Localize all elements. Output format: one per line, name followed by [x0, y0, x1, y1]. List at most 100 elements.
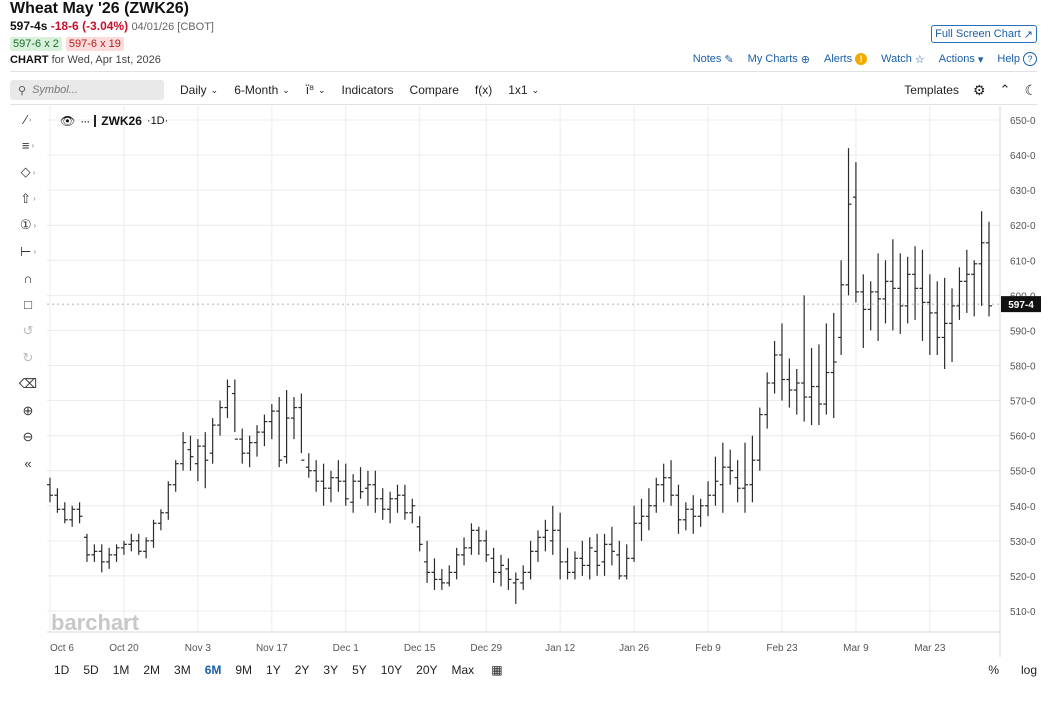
range-bar: 1D 5D 1M 2M 3M 6M 9M 1Y 2Y 3Y 5Y 10Y 20Y Max ▦ % log	[47, 658, 1037, 682]
price-chart[interactable]: barchart 650-0640-0630-0620-0610-0600-05…	[47, 106, 1047, 657]
y-tick-label: 530-0	[1010, 537, 1036, 548]
percent-toggle[interactable]: %	[988, 663, 999, 677]
range-5d[interactable]: 5D	[83, 663, 99, 677]
legend-interval: ·1D·	[146, 115, 169, 127]
ohlc-bar	[631, 505, 638, 562]
y-tick-label: 520-0	[1010, 572, 1036, 583]
lock-tool[interactable]: □	[10, 292, 46, 319]
ohlc-bar	[357, 467, 364, 499]
drawing-tools: ⁄ › ≡ › ◇ › ⇧ › ① › ⊢ › ∩ □ ↺ ↻ ⌫ ⊕ ⊖ «	[10, 106, 46, 477]
notes-label: Notes	[692, 53, 722, 65]
chevron-right-icon: ›	[33, 194, 36, 204]
ohlc-bar	[424, 540, 431, 583]
range-1y[interactable]: 1Y	[266, 663, 281, 677]
x-tick-label: Oct 20	[109, 643, 139, 654]
symbol-search[interactable]: ⚲ Symbol...	[10, 80, 164, 100]
ohlc-bar	[956, 267, 963, 320]
layout-dropdown[interactable]: 1x1 ⌄	[508, 83, 539, 97]
ohlc-bar	[91, 544, 98, 562]
x-tick-label: Jan 26	[619, 643, 649, 654]
range-9m[interactable]: 9M	[235, 663, 253, 677]
templates-button[interactable]: Templates	[904, 83, 959, 97]
ohlc-bar	[542, 519, 549, 552]
x-tick-label: Mar 9	[843, 643, 869, 654]
period-dropdown[interactable]: 6-Month ⌄	[234, 83, 290, 97]
ohlc-bar	[468, 523, 475, 555]
range-3m[interactable]: 3M	[174, 663, 191, 677]
trendline-icon: ⁄	[24, 111, 27, 127]
ohlc-bar	[83, 533, 90, 562]
log-toggle[interactable]: log	[1020, 663, 1037, 677]
dark-mode-icon[interactable]: ☾	[1024, 81, 1037, 98]
unlock-icon: □	[24, 297, 32, 313]
ohlc-bar	[734, 460, 741, 503]
interval-dropdown[interactable]: Daily ⌄	[180, 83, 218, 97]
ohlc-bar	[364, 470, 371, 506]
range-5y[interactable]: 5Y	[352, 663, 367, 677]
undo-icon: ↺	[22, 323, 34, 339]
ohlc-bar	[675, 484, 682, 534]
shape-tool[interactable]: ◇ ›	[10, 159, 46, 186]
collapse-toolbar[interactable]: «	[10, 451, 46, 478]
collapse-up-icon[interactable]: ⌃	[999, 82, 1011, 97]
zoom-out-tool[interactable]: ⊖	[10, 424, 46, 451]
double-chevron-left-icon: «	[24, 456, 32, 472]
range-2m[interactable]: 2M	[143, 663, 161, 677]
y-tick-label: 570-0	[1010, 397, 1036, 408]
range-3y[interactable]: 3Y	[323, 663, 339, 677]
indicators-button[interactable]: Indicators	[341, 83, 394, 97]
ohlc-bar	[106, 547, 113, 569]
arrow-tool[interactable]: ⇧ ›	[10, 186, 46, 213]
actions-menu[interactable]: Actions ▾	[939, 53, 984, 66]
fibonacci-icon: ≡	[21, 138, 30, 154]
ohlc-bar	[616, 540, 623, 580]
range-2y[interactable]: 2Y	[294, 663, 310, 677]
annotation-tool[interactable]: ① ›	[10, 212, 46, 239]
alerts-link[interactable]: Alerts!	[824, 53, 868, 65]
ohlc-bar	[867, 281, 874, 331]
chart-type-dropdown[interactable]: ї⁸ ⌄	[306, 83, 326, 97]
notes-link[interactable]: Notes ✎	[693, 53, 734, 66]
range-6m[interactable]: 6M	[204, 663, 222, 677]
help-link[interactable]: Help?	[997, 52, 1037, 66]
ohlc-bar	[638, 498, 645, 541]
ohlc-bar	[764, 372, 771, 429]
expand-arrow-icon: ↗	[1023, 28, 1033, 41]
ohlc-bar	[808, 347, 815, 426]
range-10y[interactable]: 10Y	[380, 663, 403, 677]
range-max[interactable]: Max	[451, 663, 475, 677]
function-button[interactable]: f(x)	[474, 83, 493, 97]
redo-tool[interactable]: ↻	[10, 345, 46, 372]
y-axis: 650-0640-0630-0620-0610-0600-0590-0580-0…	[1010, 116, 1036, 618]
ohlc-bar	[697, 498, 704, 527]
gear-icon[interactable]: ⚙	[972, 81, 986, 98]
ohlc-bar	[897, 253, 904, 334]
my-charts-link[interactable]: My Charts ⊕	[748, 53, 810, 66]
full-screen-chart-button[interactable]: Full Screen Chart ↗	[931, 25, 1037, 43]
range-20y[interactable]: 20Y	[416, 663, 438, 677]
ohlc-bar	[143, 537, 150, 559]
symbol-legend: 👁 ··· ZWK26 ·1D·	[60, 114, 168, 128]
ohlc-bar	[416, 516, 423, 552]
y-tick-label: 620-0	[1010, 221, 1036, 232]
range-1d[interactable]: 1D	[54, 663, 70, 677]
magnet-tool[interactable]: ∩	[10, 265, 46, 292]
zoom-in-tool[interactable]: ⊕	[10, 398, 46, 425]
trendline-tool[interactable]: ⁄ ›	[10, 106, 46, 133]
eye-icon[interactable]: 👁	[60, 114, 76, 128]
ohlc-bar	[498, 554, 505, 587]
range-1m[interactable]: 1M	[112, 663, 130, 677]
measure-tool[interactable]: ⊢ ›	[10, 239, 46, 266]
chart-toolbar: ⚲ Symbol... Daily ⌄ 6-Month ⌄ ї⁸ ⌄ Indicato…	[10, 77, 1037, 103]
calendar-icon[interactable]: ▦	[491, 663, 503, 677]
fibonacci-tool[interactable]: ≡ ›	[10, 133, 46, 160]
more-icon[interactable]: ···	[80, 114, 90, 128]
compare-button[interactable]: Compare	[409, 83, 459, 97]
delete-tool[interactable]: ⌫	[10, 371, 46, 398]
ohlc-bar	[564, 547, 571, 580]
watch-link[interactable]: Watch ☆	[881, 53, 925, 66]
ohlc-bar	[520, 565, 527, 590]
undo-tool[interactable]: ↺	[10, 318, 46, 345]
ohlc-bar	[912, 246, 919, 320]
ohlc-bar	[157, 509, 164, 531]
